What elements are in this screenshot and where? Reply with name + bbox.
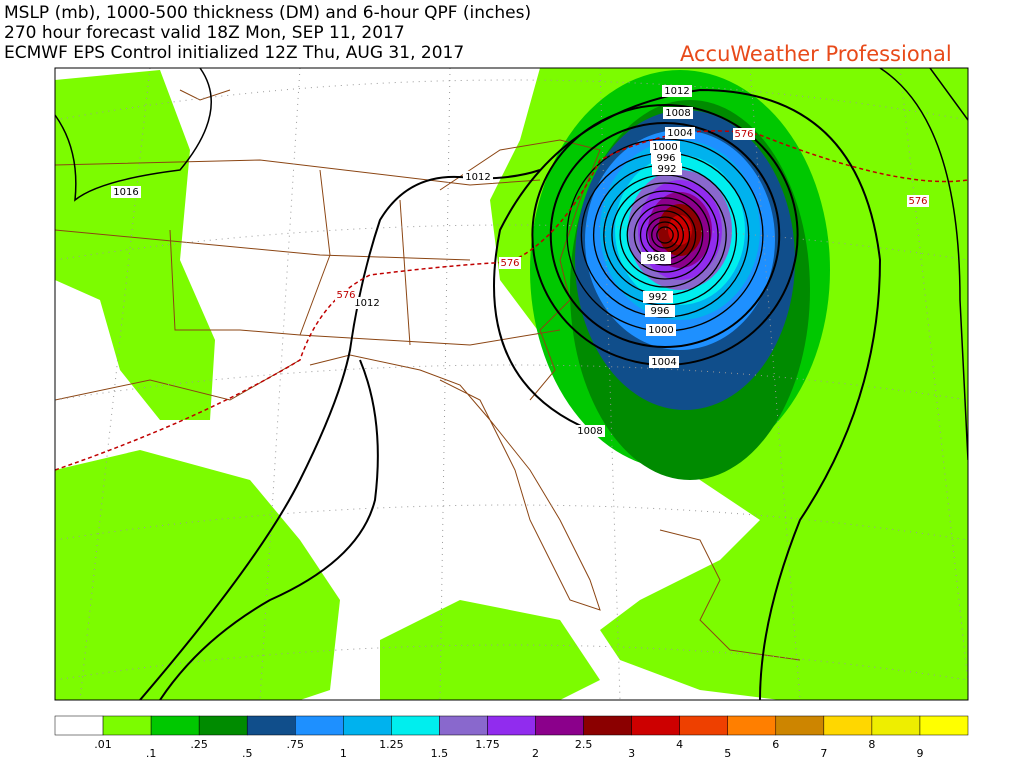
colorbar-swatch [487, 715, 536, 736]
isobar-ring [633, 204, 697, 266]
isobar-label: 1000 [648, 325, 673, 336]
colorbar-swatch [871, 715, 921, 736]
colorbar-swatch [583, 715, 632, 736]
thickness-label: 576 [500, 258, 519, 269]
isobar-label-box [646, 324, 676, 336]
colorbar-label: 7 [820, 747, 827, 760]
isobar-label: 996 [650, 306, 669, 317]
isobar-label-box [575, 425, 605, 437]
colorbar-label: 2.5 [575, 738, 593, 751]
brand: AccuWeather Professional [680, 42, 952, 66]
colorbar-swatch [823, 715, 873, 736]
thickness-label-box [499, 257, 521, 269]
colorbar-label: 1.25 [379, 738, 404, 751]
isobar-label-box [645, 305, 675, 317]
title-line: ECMWF EPS Control initialized 12Z Thu, A… [4, 43, 464, 63]
colorbar-swatch [102, 715, 152, 736]
isobar-label: 1012 [465, 172, 490, 183]
colorbar-swatch [679, 715, 728, 736]
colorbar-label: 8 [868, 738, 875, 751]
colorbar-swatch [631, 715, 680, 736]
colorbar-swatch [295, 715, 344, 736]
isobar-label: 1016 [113, 187, 138, 198]
isobar-label-box [641, 252, 671, 264]
colorbar-label: .75 [287, 738, 305, 751]
map: 1012100810041000996992968992996100010041… [55, 68, 968, 700]
colorbar: .01 .1 .25 .5 .75 1 1.25 1.5 1.75 2 2.5 3 4 5 6 7 8 9 [54, 715, 969, 760]
isobar-label-box [111, 186, 141, 198]
isobar-label: 1008 [665, 108, 690, 119]
colorbar-label: 2 [532, 747, 539, 760]
isobar-label-box [352, 297, 382, 309]
isobar-ring [611, 182, 719, 288]
isobar-ring [651, 221, 679, 249]
isobar-label: 1008 [577, 426, 602, 437]
colorbar-label: 6 [772, 738, 779, 751]
isobar-ring [549, 122, 781, 348]
colorbar-label: 4 [676, 738, 683, 751]
colorbar-label: 5 [724, 747, 731, 760]
isobar-label-box [651, 152, 681, 164]
isobar-label-box [650, 141, 680, 153]
isobar-label-box [643, 291, 673, 303]
lat-lon-grid [55, 68, 968, 700]
isobar-label-box [652, 163, 682, 175]
boundaries [55, 89, 801, 661]
isobar-ring [619, 190, 711, 280]
colorbar-label: 1 [340, 747, 347, 760]
thickness-label-box [733, 128, 755, 140]
thickness-label: 576 [908, 196, 927, 207]
map-frame [54, 67, 969, 701]
isobar-label: 1004 [651, 357, 676, 368]
colorbar-swatch [343, 715, 392, 736]
isobar-label: 996 [656, 153, 675, 164]
colorbar-label: .1 [146, 747, 157, 760]
colorbar-swatch [727, 715, 777, 736]
isobar-label: 1004 [667, 128, 692, 139]
colorbar-swatch [535, 715, 584, 736]
colorbar-label: .5 [242, 747, 253, 760]
thickness-576 [55, 130, 968, 471]
isobar-label: 1012 [664, 86, 689, 97]
isobar-ring [656, 226, 674, 244]
colorbar-label: 1.75 [475, 738, 500, 751]
isobar-label-box [463, 171, 493, 183]
isobar-label: 1012 [354, 298, 379, 309]
isobar-label-box [649, 356, 679, 368]
thickness-label-box [907, 195, 929, 207]
isobar-label: 968 [646, 253, 665, 264]
colorbar-label: .01 [94, 738, 112, 751]
thickness-label: 576 [734, 129, 753, 140]
colorbar-swatch [54, 715, 104, 736]
isobar-label-box [663, 107, 693, 119]
colorbar-label: .25 [190, 738, 208, 751]
colorbar-swatch [150, 715, 200, 736]
colorbar-swatch [439, 715, 488, 736]
isobar-label: 992 [648, 292, 667, 303]
isobar-label-box [665, 127, 695, 139]
title-line: 270 hour forecast valid 18Z Mon, SEP 11,… [4, 23, 405, 43]
thickness-label: 576 [336, 290, 355, 301]
isobar-label: 1000 [652, 142, 677, 153]
title-line: MSLP (mb), 1000-500 thickness (DM) and 6… [4, 3, 531, 23]
colorbar-swatch [198, 715, 248, 736]
colorbar-swatch [391, 715, 440, 736]
isobar-label-box [662, 85, 692, 97]
colorbar-swatch [246, 715, 296, 736]
isobar-label: 992 [657, 164, 676, 175]
isobar-ring [626, 197, 704, 273]
isobars [55, 68, 968, 700]
colorbar-swatch [919, 715, 969, 736]
colorbar-label: 9 [916, 747, 923, 760]
colorbar-label: 1.5 [431, 747, 449, 760]
colorbar-swatch [775, 715, 825, 736]
colorbar-label: 3 [628, 747, 635, 760]
thickness-label-box [335, 289, 357, 301]
